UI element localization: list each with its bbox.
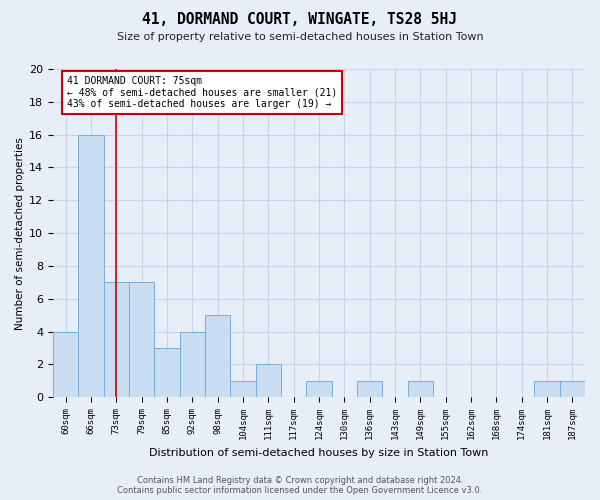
Bar	[256, 364, 281, 397]
Text: Size of property relative to semi-detached houses in Station Town: Size of property relative to semi-detach…	[116, 32, 484, 42]
Text: 41, DORMAND COURT, WINGATE, TS28 5HJ: 41, DORMAND COURT, WINGATE, TS28 5HJ	[143, 12, 458, 28]
Bar	[53, 332, 79, 397]
Bar	[154, 348, 179, 397]
Bar	[230, 381, 256, 397]
Bar	[357, 381, 382, 397]
Text: 41 DORMAND COURT: 75sqm
← 48% of semi-detached houses are smaller (21)
43% of se: 41 DORMAND COURT: 75sqm ← 48% of semi-de…	[67, 76, 337, 109]
Bar	[79, 134, 104, 397]
Bar	[104, 282, 129, 397]
Bar	[179, 332, 205, 397]
Bar	[407, 381, 433, 397]
Text: Contains HM Land Registry data © Crown copyright and database right 2024.
Contai: Contains HM Land Registry data © Crown c…	[118, 476, 482, 495]
Bar	[307, 381, 332, 397]
Bar	[560, 381, 585, 397]
Bar	[129, 282, 154, 397]
Y-axis label: Number of semi-detached properties: Number of semi-detached properties	[15, 136, 25, 330]
Bar	[205, 315, 230, 397]
Bar	[535, 381, 560, 397]
X-axis label: Distribution of semi-detached houses by size in Station Town: Distribution of semi-detached houses by …	[149, 448, 488, 458]
